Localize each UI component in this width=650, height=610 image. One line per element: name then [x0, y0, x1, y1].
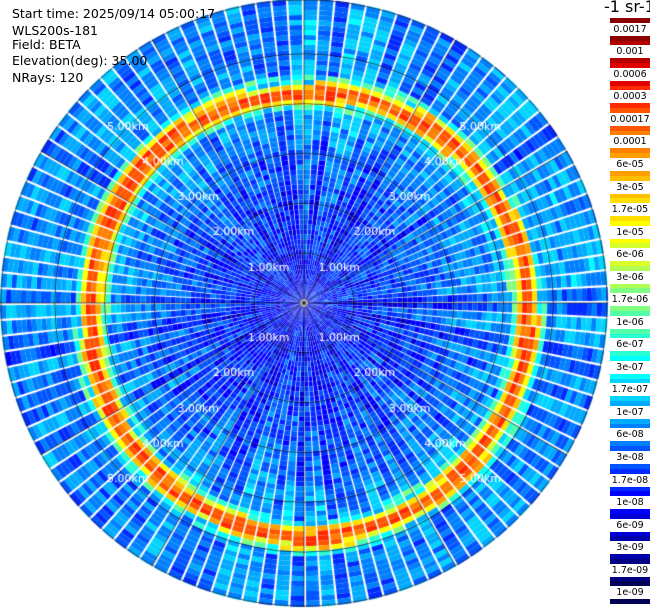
- colorbar-tick-label: 1e-07: [610, 405, 650, 419]
- nrays-label: NRays: 120: [12, 70, 84, 85]
- colorbar-tick-label: 1.7e-05: [610, 203, 650, 217]
- colorbar-tick-label: 6e-09: [610, 518, 650, 532]
- colorbar: 0.0017 0.001 0.0006 0.0003 0.00017 0.0001 6e-0…: [610, 18, 650, 605]
- colorbar-tick-label: 3e-09: [610, 541, 650, 555]
- colorbar-tick-label: 0.0017: [610, 22, 650, 36]
- colorbar-tick-label: 6e-06: [610, 248, 650, 262]
- colorbar-tick-label: 6e-08: [610, 428, 650, 442]
- colorbar-tick-label: 1e-09: [610, 586, 650, 600]
- colorbar-tick-label: 1.7e-07: [610, 383, 650, 397]
- colorbar-tick-label: 0.001: [610, 45, 650, 59]
- colorbar-tick-label: 3e-08: [610, 451, 650, 464]
- colorbar-tick-label: 3e-05: [610, 180, 650, 194]
- elevation-label: Elevation(deg): 35.00: [12, 53, 148, 68]
- ppi-scan-plot: [0, 0, 610, 610]
- colorbar-tick-label: 6e-07: [610, 338, 650, 352]
- colorbar-tick-label: 3e-06: [610, 270, 650, 284]
- colorbar-tick-label: 6e-05: [610, 158, 650, 171]
- colorbar-tick-label: 1e-05: [610, 225, 650, 239]
- colorbar-tick-label: 0.0001: [610, 135, 650, 149]
- colorbar-tick-label: 0.0006: [610, 67, 650, 81]
- colorbar-tick-label: 1.7e-09: [610, 563, 650, 577]
- colorbar-tick-label: 0.0003: [610, 90, 650, 104]
- start-time-label: Start time: 2025/09/14 05:00:17: [12, 6, 216, 21]
- instrument-label: WLS200s-181: [12, 23, 98, 38]
- field-label: Field: BETA: [12, 37, 81, 52]
- colorbar-tick-label: 0.00017: [610, 112, 650, 126]
- colorbar-tick-label: 1e-06: [610, 315, 650, 329]
- colorbar-tick-label: 3e-07: [610, 360, 650, 374]
- colorbar-title: -1 sr-1: [604, 0, 650, 16]
- colorbar-tick-label: 1e-08: [610, 496, 650, 510]
- colorbar-tick-label: 1.7e-08: [610, 473, 650, 487]
- colorbar-tick-label: 1.7e-06: [610, 293, 650, 307]
